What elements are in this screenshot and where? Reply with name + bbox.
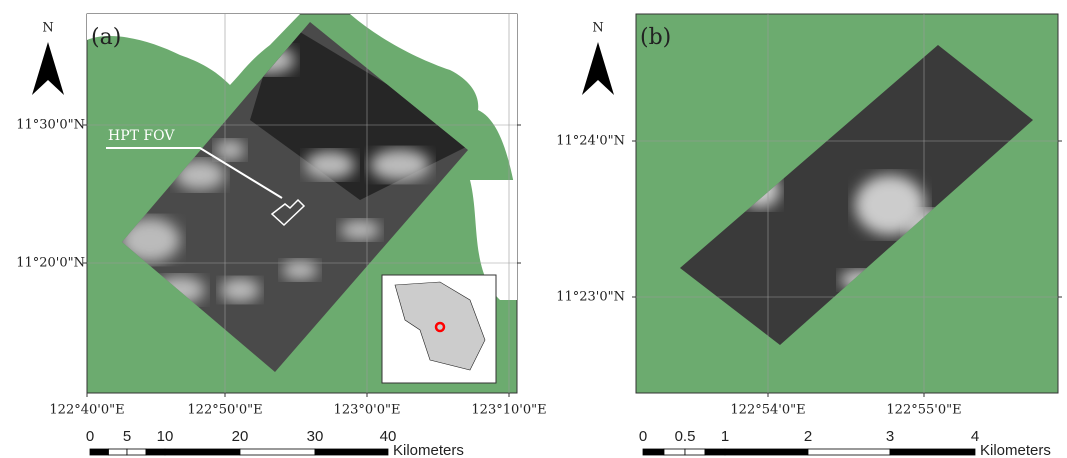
cloud	[370, 149, 430, 181]
cloud	[215, 140, 245, 160]
lon-label: 122°40'0"E	[49, 403, 124, 418]
scale-segment	[109, 449, 128, 455]
north-arrow	[32, 42, 64, 95]
scale-segment	[146, 449, 165, 455]
scale-unit: Kilometers	[980, 442, 1051, 458]
scale-segment	[165, 449, 240, 455]
scale-label: 5	[123, 428, 131, 445]
lon-label: 122°50'0"E	[187, 403, 262, 418]
scale-segment	[643, 449, 664, 455]
scale-label: 10	[157, 428, 174, 445]
north-label: N	[42, 21, 53, 36]
scale-label: 4	[971, 428, 979, 445]
scale-label: 1	[721, 428, 729, 445]
scale-unit: Kilometers	[393, 442, 464, 458]
lat-label: 11°23'0"N	[556, 290, 625, 305]
page: HPT FOV (a) (b) N 11°30'0"N 11°20'0"N 122°40'0…	[0, 0, 1067, 458]
cloud	[340, 220, 380, 240]
north-label: N	[592, 21, 603, 36]
scale-label: 3	[886, 428, 894, 445]
figure: HPT FOV (a) (b) N 11°30'0"N 11°20'0"N 122°40'0…	[0, 0, 1067, 458]
scale-segment	[127, 449, 146, 455]
panel-label: (b)	[640, 25, 671, 50]
lat-label: 11°20'0"N	[16, 256, 85, 271]
north-arrow	[582, 42, 614, 95]
scale-segment	[725, 449, 808, 455]
scale-segment	[705, 449, 725, 455]
scale-segment	[685, 449, 705, 455]
scale-segment	[315, 449, 388, 455]
lon-label: 123°10'0"E	[471, 403, 546, 418]
scale-label: 30	[307, 428, 324, 445]
scale-segment	[808, 449, 890, 455]
lon-label: 123°0'0"E	[334, 403, 401, 418]
panel-label: (a)	[91, 25, 121, 50]
lat-label: 11°24'0"N	[556, 134, 625, 149]
cloud	[220, 278, 260, 302]
scale-label: 0	[639, 428, 647, 445]
cloud	[305, 151, 355, 179]
scale-segment	[240, 449, 315, 455]
scale-segment	[90, 449, 109, 455]
scale-label: 20	[232, 428, 249, 445]
lat-label: 11°30'0"N	[16, 118, 85, 133]
scale-label: 0.5	[675, 428, 696, 445]
annotation: HPT FOV	[108, 128, 175, 144]
scale-segment	[664, 449, 685, 455]
scale-label: 2	[804, 428, 812, 445]
lon-label: 122°55'0"E	[886, 403, 961, 418]
scale-segment	[890, 449, 975, 455]
scale-label: 0	[86, 428, 94, 445]
lon-label: 122°54'0"E	[730, 403, 805, 418]
